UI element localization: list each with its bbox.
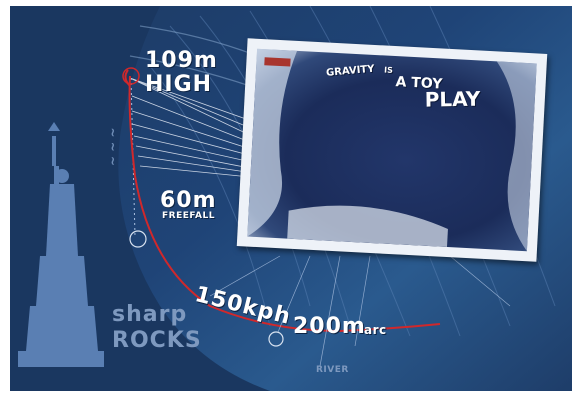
photo-texture: [247, 48, 537, 252]
height-word-label: HIGH: [145, 72, 213, 97]
freefall-marker-circle: [129, 230, 147, 248]
arc-word-label: arc: [364, 323, 387, 337]
rocks-line2-label: ROCKS: [112, 328, 202, 353]
photo-title-line4: PLAY: [424, 86, 481, 112]
trajectory-arc: [128, 75, 441, 333]
trajectory-wires: [129, 77, 261, 179]
river-label: RIVER: [316, 365, 349, 375]
photo-image: GRAVITY IS A TOY PLAY: [247, 48, 537, 252]
top-marker-circle: [122, 67, 140, 85]
statue-of-liberty: [18, 122, 104, 367]
height-value-label: 109m: [145, 48, 218, 73]
photo-title-line2: IS: [383, 65, 394, 75]
photo-guide-lines: [209, 255, 511, 367]
freefall-word-label: FREEFALL: [162, 211, 215, 221]
arc-value-label: 200m: [293, 314, 366, 339]
trajectory-top-hook: [124, 69, 131, 87]
arc-marker-circle: [268, 331, 284, 347]
waterfall-vertical-label: ~ ~ ~: [106, 86, 120, 166]
waterfall-vertical-text: ~ ~ ~: [106, 127, 120, 166]
poster: ~ ~ ~ 109m HIGH 60m FREEFALL 150kph 200m…: [10, 6, 572, 391]
height-guide: [130, 77, 136, 237]
freefall-value-label: 60m: [160, 188, 217, 213]
rocks-line1-label: sharp: [112, 302, 188, 327]
photo-card: GRAVITY IS A TOY PLAY: [236, 38, 548, 262]
